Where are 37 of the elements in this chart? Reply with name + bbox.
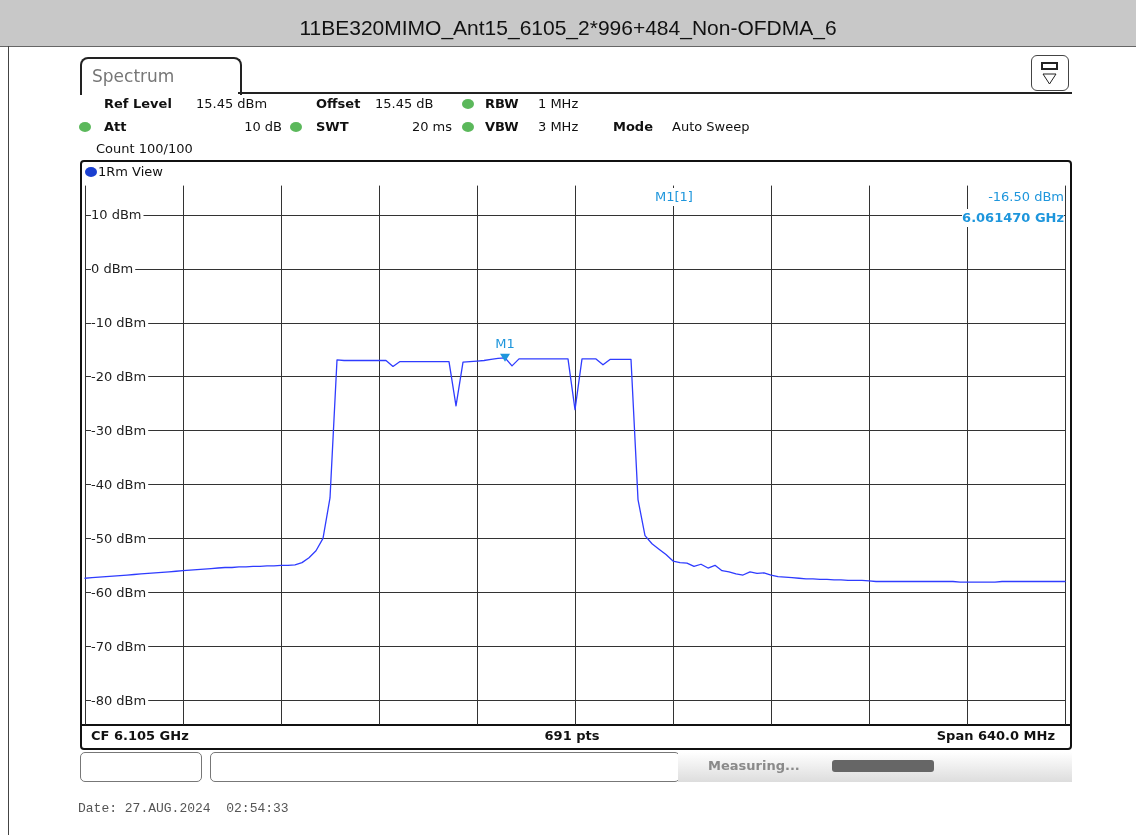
- y-tick-label: 0 dBm: [91, 261, 134, 277]
- text: 20 ms: [411, 118, 452, 136]
- text: 15.45 dBm: [196, 95, 268, 113]
- text: RBW: [485, 95, 519, 113]
- y-tick-label: -10 dBm: [91, 315, 147, 331]
- text: VBW: [485, 118, 519, 136]
- text: Count 100/100: [96, 140, 193, 158]
- text: 1Rm View: [98, 163, 163, 181]
- text: Span 640.0 MHz: [936, 727, 1055, 745]
- text: CF 6.105 GHz: [91, 727, 189, 745]
- y-tick-label: -40 dBm: [91, 476, 147, 492]
- text: Spectrum: [92, 66, 175, 86]
- text: Att: [104, 118, 127, 136]
- y-tick-label: -80 dBm: [91, 692, 147, 708]
- y-tick-label: -70 dBm: [91, 638, 147, 654]
- text: 691 pts: [544, 727, 600, 745]
- annotation: M1[1]: [655, 188, 693, 206]
- text: 1 MHz: [538, 95, 579, 113]
- text: Offset: [316, 95, 361, 113]
- y-tick-label: -60 dBm: [91, 584, 147, 600]
- annotation: 6.061470 GHz: [962, 209, 1064, 227]
- y-tick-label: 10 dBm: [91, 207, 142, 223]
- text: Mode: [613, 118, 653, 136]
- text: 3 MHz: [538, 118, 579, 136]
- y-tick-label: -50 dBm: [91, 530, 147, 546]
- text: Measuring...: [708, 757, 800, 775]
- text: Ref Level: [104, 95, 172, 113]
- chart-title: 11BE320MIMO_Ant15_6105_2*996+484_Non-OFDMA_6: [299, 16, 837, 40]
- text: 10 dB: [244, 118, 282, 136]
- annotation: -16.50 dBm: [988, 188, 1064, 206]
- data-label: M1: [495, 335, 515, 351]
- text: Auto Sweep: [672, 118, 750, 136]
- y-tick-label: -30 dBm: [91, 423, 147, 439]
- text: Date: 27.AUG.2024 02:54:33: [78, 800, 289, 818]
- text: 15.45 dB: [375, 95, 434, 113]
- text: SWT: [316, 118, 349, 136]
- y-tick-label: -20 dBm: [91, 369, 147, 385]
